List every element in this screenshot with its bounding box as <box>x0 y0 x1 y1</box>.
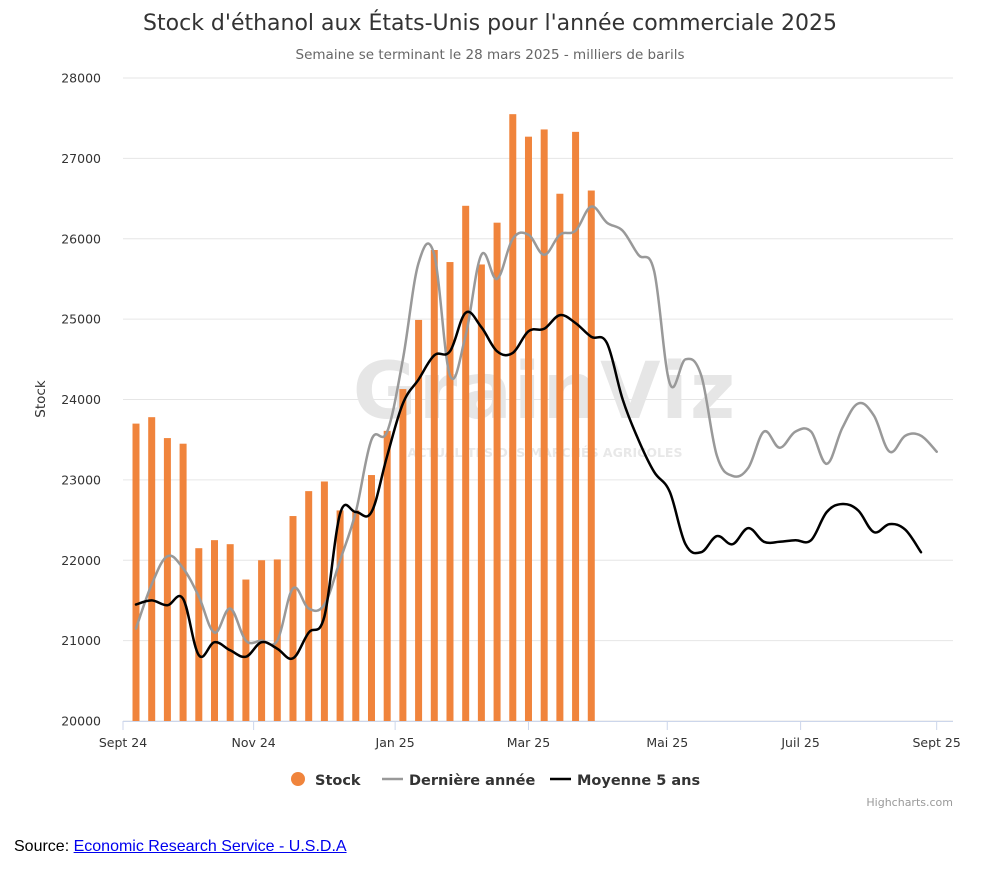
x-tick-label: Mar 25 <box>507 735 550 750</box>
y-tick-label: 21000 <box>61 633 101 648</box>
moyenne-5-ans-line[interactable] <box>134 310 923 661</box>
stock-bar[interactable] <box>509 114 517 721</box>
stock-bar[interactable] <box>493 222 501 722</box>
y-tick-label: 25000 <box>61 312 101 327</box>
stock-bar[interactable] <box>556 193 564 722</box>
y-tick-label: 28000 <box>61 71 101 86</box>
stock-bar[interactable] <box>446 262 454 721</box>
x-tick-label: Sept 25 <box>913 735 961 750</box>
stock-bar[interactable] <box>572 131 580 721</box>
stock-bar[interactable] <box>132 423 140 721</box>
y-axis-title: Stock <box>33 380 49 418</box>
stock-bar[interactable] <box>320 481 328 721</box>
x-axis: Sept 24 Nov 24 Jan 25 Mar 25 Mai 25 Juil 25 Se… <box>99 721 961 750</box>
y-tick-label: 23000 <box>61 472 101 487</box>
legend-stock-marker <box>291 772 305 786</box>
line-series[interactable] <box>134 205 938 661</box>
chart-title: Stock d'éthanol aux États-Unis pour l'an… <box>143 10 837 36</box>
y-tick-label: 22000 <box>61 553 101 568</box>
legend-item-stock[interactable]: Stock <box>291 772 361 789</box>
stock-bar[interactable] <box>226 544 234 721</box>
stock-bar[interactable] <box>399 389 407 721</box>
legend-stock-label: Stock <box>315 773 361 789</box>
x-tick-label: Jan 25 <box>375 735 415 750</box>
stock-bar[interactable] <box>179 443 187 721</box>
legend-item-moyenne-5-ans[interactable]: Moyenne 5 ans <box>550 773 700 789</box>
y-axis-ticks: 20000 21000 22000 23000 24000 25000 26000 27000… <box>61 71 101 729</box>
stock-bar[interactable] <box>383 430 391 721</box>
stock-bar[interactable] <box>242 579 250 721</box>
derniere-annee-line[interactable] <box>134 205 938 646</box>
y-tick-label: 26000 <box>61 231 101 246</box>
stock-bar[interactable] <box>367 475 375 721</box>
stock-bar[interactable] <box>210 540 218 721</box>
legend-moyenne-5-ans-label: Moyenne 5 ans <box>577 773 700 789</box>
legend-derniere-annee-label: Dernière année <box>409 773 535 789</box>
x-tick-label: Sept 24 <box>99 735 147 750</box>
stock-bar[interactable] <box>305 491 313 721</box>
legend-item-derniere-annee[interactable]: Dernière année <box>382 773 535 789</box>
chart-subtitle: Semaine se terminant le 28 mars 2025 - m… <box>296 47 685 63</box>
stock-bar[interactable] <box>430 250 438 721</box>
x-tick-label: Nov 24 <box>231 735 275 750</box>
highcharts-credit-link[interactable]: Highcharts.com <box>866 796 953 809</box>
stock-bar[interactable] <box>289 516 297 721</box>
x-tick-label: Mai 25 <box>646 735 688 750</box>
x-tick-label: Juil 25 <box>780 735 819 750</box>
stock-bar[interactable] <box>462 205 470 721</box>
source-line: Source: Economic Research Service - U.S.… <box>14 838 347 856</box>
stock-bar[interactable] <box>540 129 548 721</box>
stock-bar[interactable] <box>163 438 171 721</box>
stock-bar[interactable] <box>524 136 532 721</box>
legend: Stock Dernière année Moyenne 5 ans <box>291 772 700 789</box>
stock-bar[interactable] <box>195 548 203 721</box>
source-link[interactable]: Economic Research Service - U.S.D.A <box>73 838 347 855</box>
stock-bar[interactable] <box>352 510 360 721</box>
y-tick-label: 27000 <box>61 151 101 166</box>
stock-bar[interactable] <box>477 264 485 721</box>
stock-bar[interactable] <box>336 510 344 721</box>
stock-bar[interactable] <box>587 190 595 721</box>
y-tick-label: 24000 <box>61 392 101 407</box>
stock-bar[interactable] <box>415 319 423 721</box>
stock-bar[interactable] <box>148 417 156 721</box>
source-prefix: Source: <box>14 838 74 855</box>
y-tick-label: 20000 <box>61 714 101 729</box>
